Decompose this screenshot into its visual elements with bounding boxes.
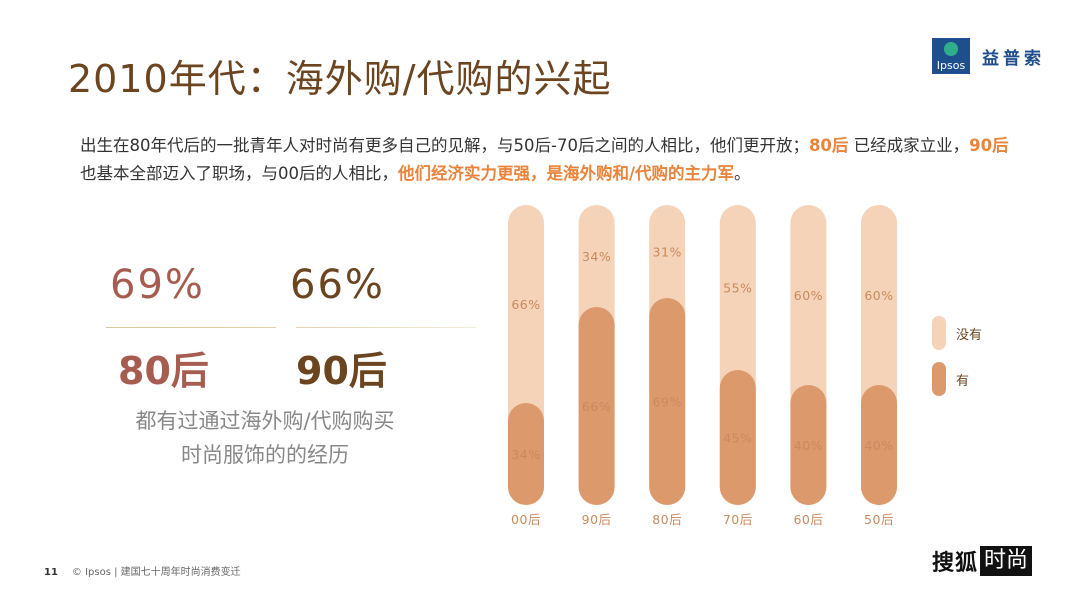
category-label-1: 90后 (582, 512, 612, 527)
page-title: 2010年代：海外购/代购的兴起 (68, 57, 612, 101)
bar-yes-0 (508, 403, 544, 505)
data-label-yes-2: 69% (653, 395, 682, 410)
bar-yes-3 (719, 370, 756, 505)
intro-text-1: 出生在80年代后的一批青年人对时尚有更多自己的见解，与50后-70后之间的人相比… (80, 136, 809, 155)
category-label-3: 70后 (723, 512, 753, 527)
category-label-2: 80后 (652, 512, 682, 527)
data-label-yes-0: 34% (511, 447, 540, 462)
data-label-yes-1: 66% (582, 399, 611, 414)
bar-yes-2 (649, 298, 686, 505)
legend-label-yes: 有 (956, 373, 970, 389)
stat-90-percent: 66% (290, 262, 385, 308)
data-label-no-3: 55% (723, 281, 752, 296)
data-label-yes-3: 45% (723, 431, 752, 446)
footer: 11 © Ipsos | 建国七十周年时尚消费变迁 (44, 563, 241, 578)
stacked-bar-chart: 66% 34% 00后 34% 66% 90后 31% 69% 80后 55% 45% 70后 60% 4… (508, 205, 897, 527)
intro-highlight-90: 90后 (969, 136, 1009, 155)
media-logo-part1: 搜狐 (932, 551, 979, 576)
legend-label-no: 没有 (956, 327, 983, 343)
stat-90-label: 90后 (296, 349, 387, 393)
legend-item-no: 没有 (932, 316, 982, 350)
data-label-yes-4: 40% (794, 438, 823, 453)
intro-highlight-main: 他们经济实力更强，是海外购和/代购的主力军 (398, 164, 735, 183)
legend-swatch-no (932, 316, 946, 350)
intro-highlight-80: 80后 (808, 136, 849, 155)
category-label-0: 00后 (511, 512, 541, 527)
data-label-no-4: 60% (794, 288, 823, 303)
intro-paragraph: 出生在80年代后的一批青年人对时尚有更多自己的见解，与50后-70后之间的人相比… (80, 132, 1030, 188)
data-label-yes-5: 40% (864, 438, 893, 453)
media-logo-part2: 时尚 (980, 546, 1033, 576)
footer-text: © Ipsos | 建国七十周年时尚消费变迁 (71, 567, 241, 578)
page-number: 11 (44, 567, 58, 578)
intro-text-3: 也基本全部迈入了职场，与00后的人相比， (80, 164, 398, 183)
bar-yes-5 (861, 385, 897, 505)
brand: Ipsos 益普索 (932, 38, 1045, 74)
legend-item-yes: 有 (932, 362, 969, 396)
data-label-no-0: 66% (511, 297, 540, 312)
stat-80-percent: 69% (110, 262, 205, 308)
stat-80-label: 80后 (118, 349, 209, 393)
intro-text-2: 已经成家立业， (848, 136, 970, 155)
legend-swatch-yes (932, 362, 946, 396)
bar-yes-4 (790, 385, 827, 505)
bar-yes-1 (578, 307, 615, 505)
ipsos-logo: Ipsos (932, 38, 970, 74)
category-label-5: 50后 (864, 512, 894, 527)
stat-divider-left (106, 327, 276, 328)
data-label-no-1: 34% (582, 249, 611, 264)
stat-description: 都有过通过海外购/代购购买 时尚服饰的的经历 (100, 404, 430, 472)
sohu-fashion-logo: 搜狐 时尚 (932, 545, 1033, 577)
stat-description-line2: 时尚服饰的的经历 (181, 443, 349, 467)
intro-text-4: 。 (734, 164, 751, 183)
ipsos-logo-text: Ipsos (936, 59, 966, 72)
stat-description-line1: 都有过通过海外购/代购购买 (135, 409, 395, 433)
data-label-no-2: 31% (653, 245, 682, 260)
brand-name: 益普索 (982, 48, 1045, 69)
category-label-4: 60后 (793, 512, 823, 527)
data-label-no-5: 60% (864, 288, 893, 303)
stat-divider-right (296, 327, 476, 328)
